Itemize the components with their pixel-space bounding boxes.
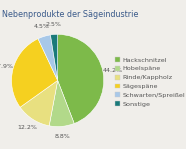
Text: Nebenprodukte der Sägeindustrie: Nebenprodukte der Sägeindustrie [2,10,138,19]
Wedge shape [20,80,58,126]
Legend: Hackschnitzel, Hobelspäne, Rinde/Kappholz, Sägespäne, Schwarten/Spreißel, Sonsti: Hackschnitzel, Hobelspäne, Rinde/Kapphol… [115,57,185,107]
Text: 27.9%: 27.9% [0,64,13,69]
Wedge shape [58,34,104,124]
Text: 4.5%: 4.5% [33,24,49,29]
Wedge shape [12,39,58,107]
Wedge shape [49,80,74,127]
Text: 2.5%: 2.5% [45,22,61,27]
Wedge shape [38,35,58,80]
Text: 44.2%: 44.2% [103,68,123,73]
Wedge shape [50,34,58,80]
Text: 12.2%: 12.2% [17,125,37,130]
Text: 8.8%: 8.8% [55,134,71,139]
